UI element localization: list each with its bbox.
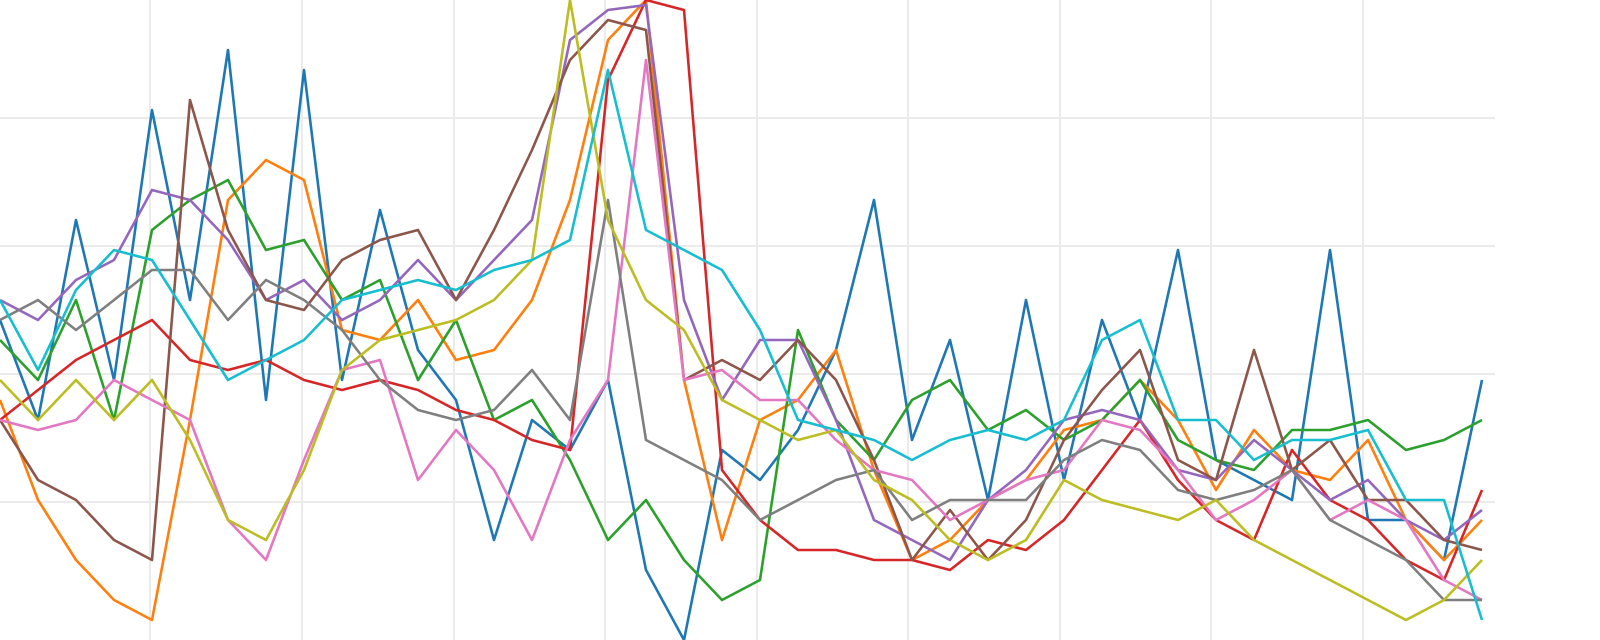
- series-line: [0, 58, 1483, 602]
- series-line: [0, 0, 1483, 622]
- series-line: [0, 198, 1482, 602]
- series-line: [0, 68, 1484, 621]
- series-line: [0, 48, 1484, 640]
- series-line: [0, 0, 1484, 582]
- series-line: [0, 18, 1483, 562]
- plot-area: [0, 0, 1484, 640]
- series-line: [0, 178, 1483, 602]
- grid: [0, 0, 1495, 640]
